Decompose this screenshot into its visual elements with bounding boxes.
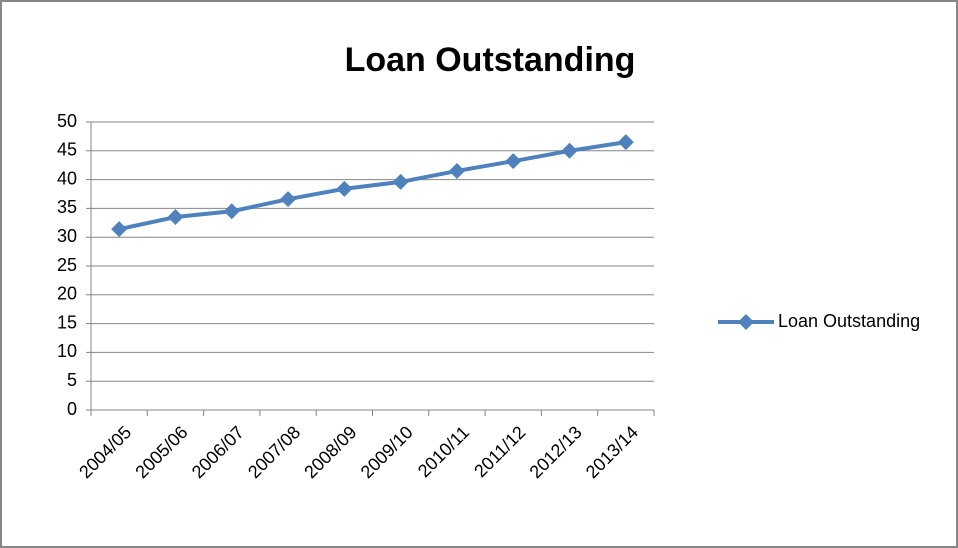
data-point bbox=[167, 209, 184, 226]
chart-title: Loan Outstanding bbox=[345, 41, 636, 79]
y-tick-label: 30 bbox=[57, 226, 77, 246]
data-point bbox=[336, 180, 353, 197]
y-tick-label: 45 bbox=[57, 140, 77, 160]
legend-label: Loan Outstanding bbox=[778, 311, 920, 331]
data-point bbox=[561, 142, 578, 159]
y-tick-label: 50 bbox=[57, 111, 77, 131]
y-tick-label: 40 bbox=[57, 168, 77, 188]
data-point bbox=[392, 173, 409, 190]
y-tick-label: 25 bbox=[57, 255, 77, 275]
legend-marker bbox=[738, 314, 754, 330]
data-point bbox=[505, 153, 522, 170]
y-tick-label: 15 bbox=[57, 312, 77, 332]
data-point bbox=[223, 203, 240, 220]
y-tick-label: 10 bbox=[57, 341, 77, 361]
data-point bbox=[448, 162, 465, 179]
y-tick-label: 35 bbox=[57, 197, 77, 217]
series-line bbox=[118, 140, 627, 232]
y-tick-label: 20 bbox=[57, 284, 77, 304]
y-tick-label: 0 bbox=[67, 399, 77, 419]
data-point bbox=[280, 191, 297, 208]
data-point bbox=[617, 134, 634, 151]
data-point bbox=[111, 221, 128, 238]
y-tick-label: 5 bbox=[67, 370, 77, 390]
